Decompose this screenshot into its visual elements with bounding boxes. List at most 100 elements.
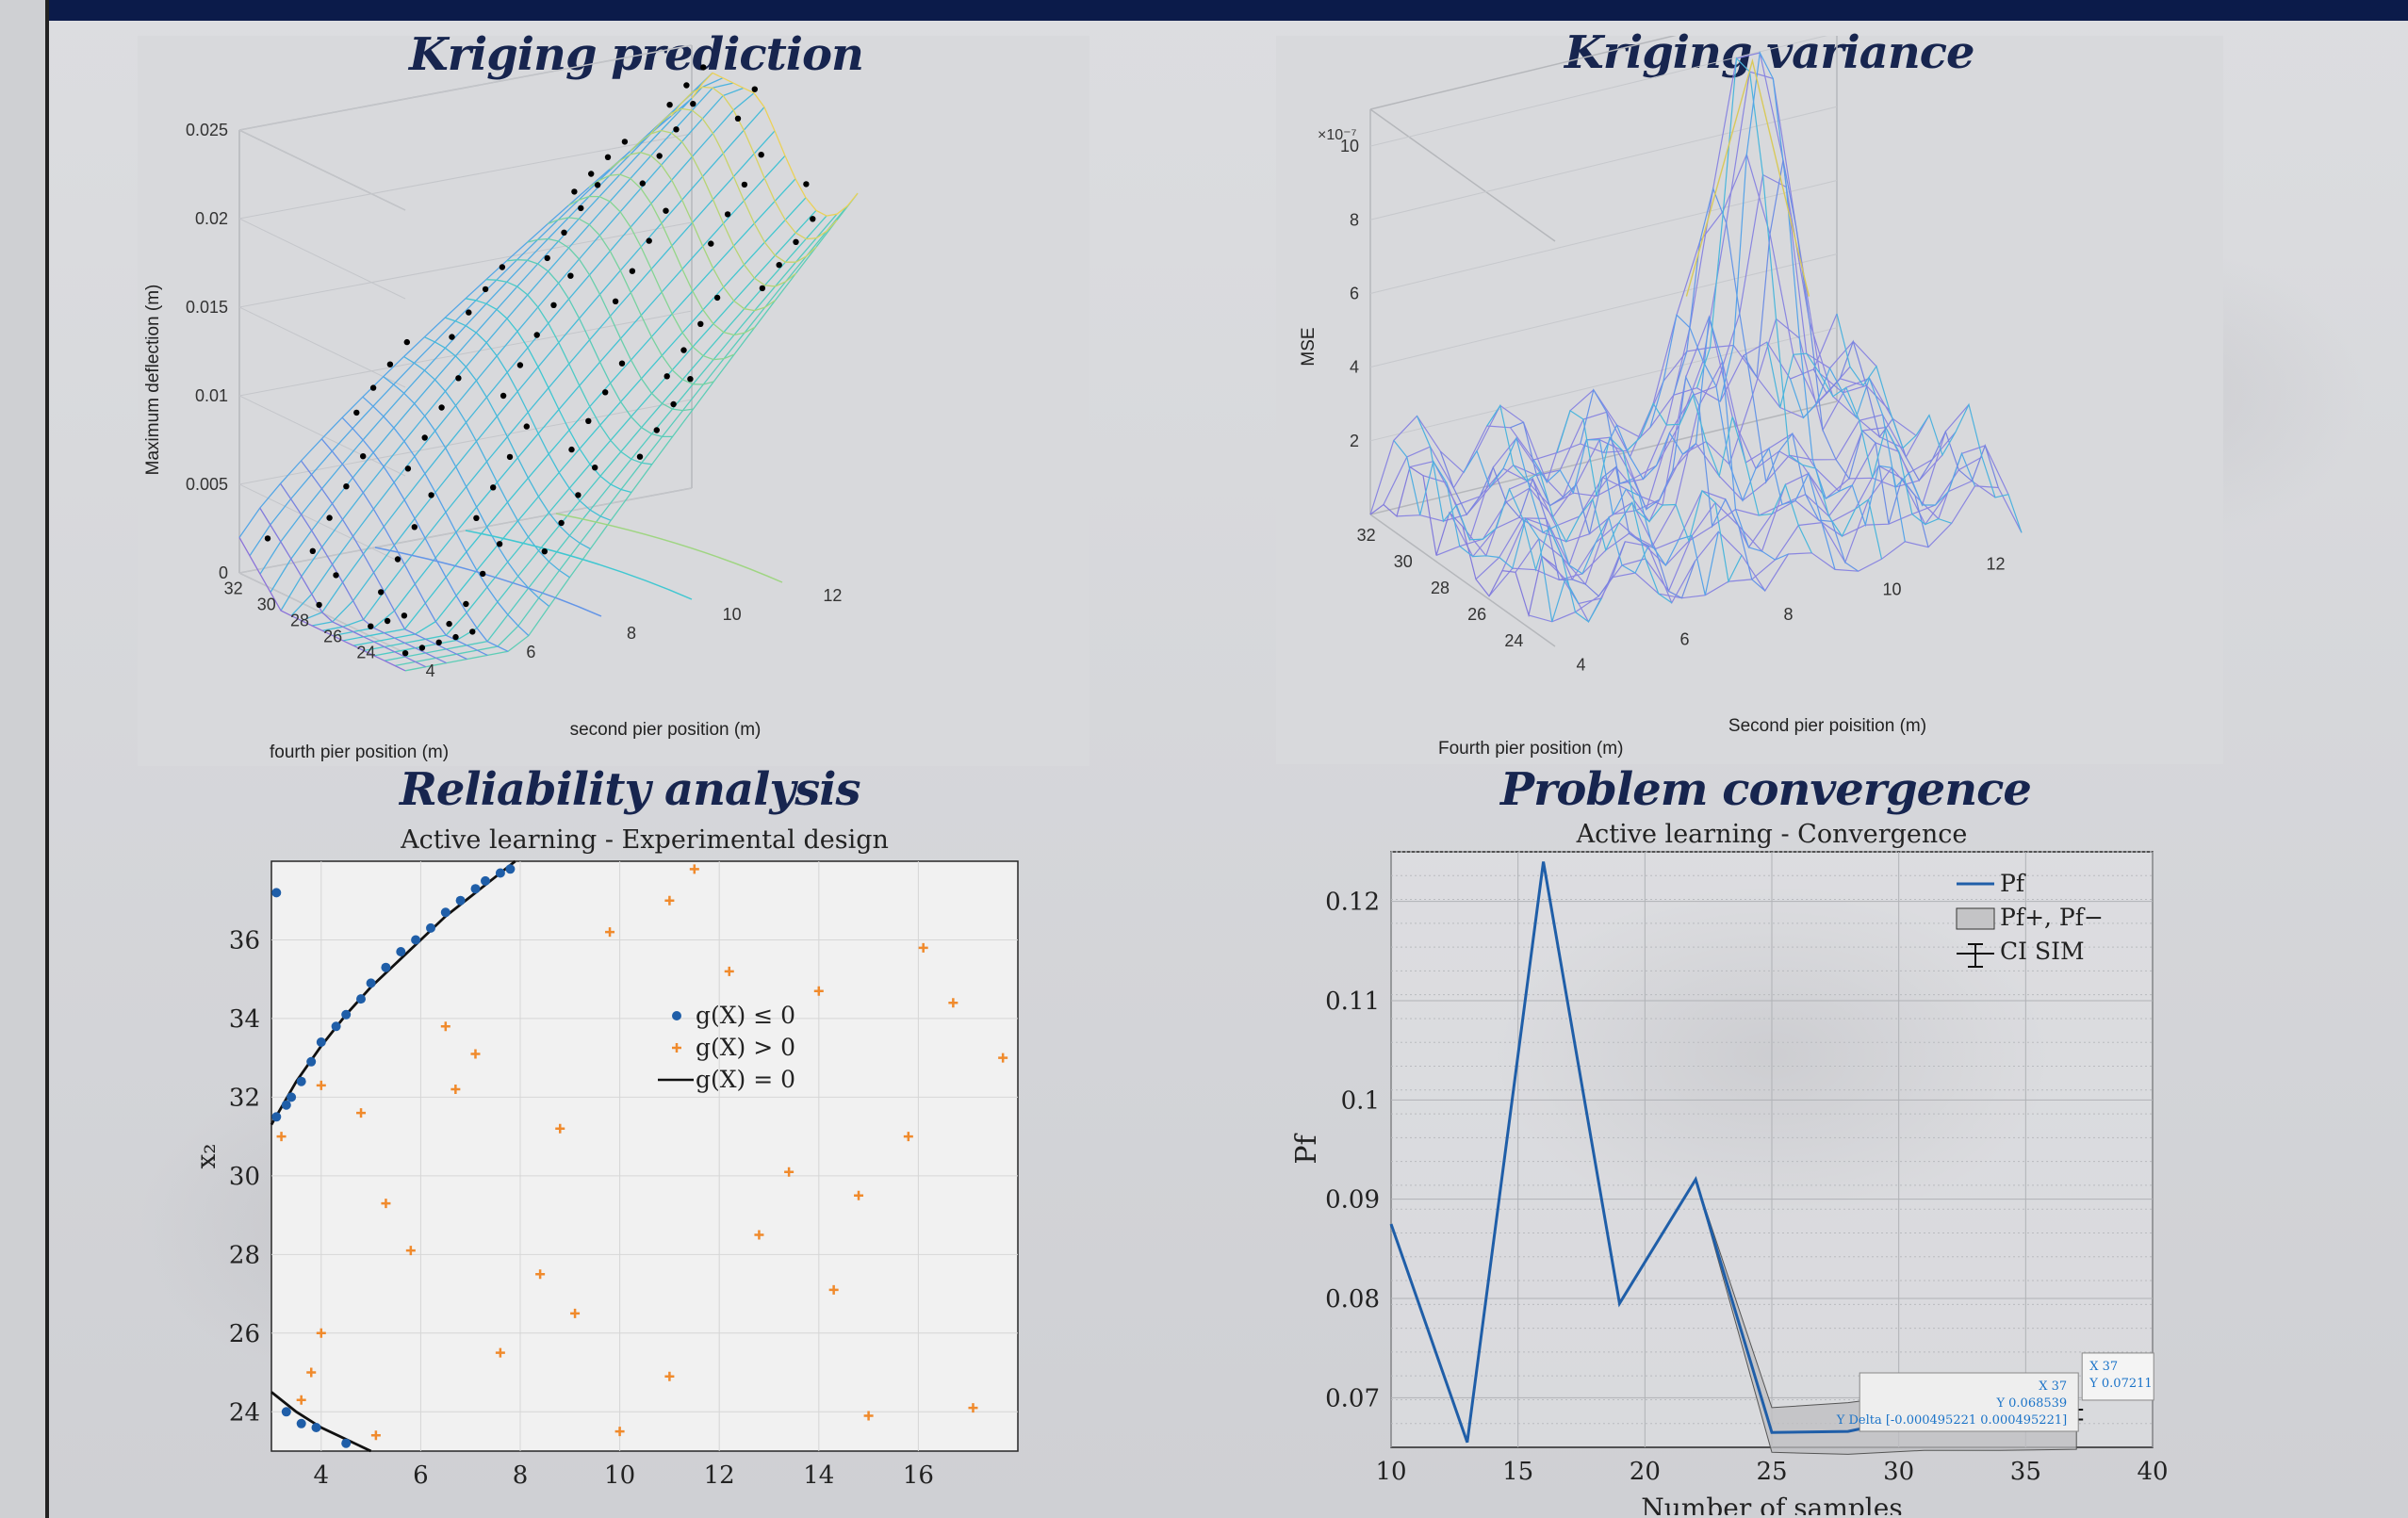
surface-mesh-line: [280, 482, 447, 664]
datatip-x: X 37: [2039, 1379, 2067, 1394]
floor-contour: [465, 530, 693, 600]
sample-point: [575, 492, 582, 498]
safe-point: [784, 1167, 794, 1177]
safe-point: [405, 1246, 416, 1256]
sample-point: [411, 524, 418, 530]
plot-area: [270, 860, 1019, 1452]
sample-point: [523, 423, 530, 430]
box-line: [1369, 400, 1838, 515]
z-tick-label: 0.025: [186, 121, 228, 139]
legend-label: g(X) ≤ 0: [696, 1002, 795, 1029]
safe-point: [296, 1395, 306, 1405]
y-tick-label: 26: [1467, 605, 1486, 624]
sample-point: [455, 375, 462, 382]
z-gridline: [1369, 106, 1838, 220]
sample-point: [446, 620, 452, 628]
y-tick-label: 26: [229, 1320, 260, 1348]
sample-point: [687, 376, 694, 383]
legend-marker-ci: [1957, 943, 1994, 968]
sample-point: [401, 650, 409, 657]
kriging-variance-title: Kriging variance: [1564, 26, 1974, 79]
z-gridline: [1369, 179, 1838, 294]
safe-point: [863, 1411, 874, 1421]
sample-point: [499, 264, 506, 270]
surface-mesh-line: [1463, 436, 1649, 575]
sample-point: [673, 126, 680, 133]
sample-point: [550, 302, 557, 308]
sample-point: [656, 153, 663, 159]
sample-point: [567, 272, 574, 279]
x-tick-label: 12: [1986, 555, 2005, 574]
sample-point: [636, 453, 644, 460]
x-axis-label: x₁: [631, 1494, 657, 1498]
sample-point: [724, 211, 731, 218]
sample-point: [578, 204, 584, 212]
sample-point: [463, 600, 469, 608]
x-tick-label: 4: [314, 1461, 330, 1490]
surface-mesh-line: [290, 87, 745, 616]
z-tick-label: 2: [1350, 432, 1359, 450]
failure-point: [381, 962, 391, 972]
safe-point: [903, 1132, 913, 1142]
surface-mesh-line: [1836, 313, 2023, 533]
surface-mesh-line: [567, 195, 735, 361]
z-gridline: [1369, 253, 1838, 368]
z-tick-label: 0.01: [195, 386, 228, 405]
x-tick-label: 6: [413, 1461, 429, 1490]
x-tick-label: 4: [1576, 655, 1585, 674]
z-tick-label: 0: [219, 563, 228, 582]
datatip-delta: Y Delta [-0.000495221 0.000495221]: [1836, 1413, 2067, 1428]
box-line: [1369, 36, 1677, 110]
sample-point: [803, 181, 810, 188]
z-tick-label: 4: [1350, 358, 1359, 377]
sample-point: [544, 254, 550, 262]
surface-mesh-line: [1439, 450, 1626, 597]
z-gridline: [238, 483, 406, 565]
kriging-prediction-chart: 0 0.005 0.01 0.015 0.02 0.025 4 6 8 10 12 24 26 28 30 3…: [143, 44, 859, 762]
z-gridline: [238, 221, 693, 308]
failure-point: [281, 1407, 291, 1417]
z-scale-label: ×10⁻⁷: [1318, 127, 1357, 143]
sample-point: [369, 384, 377, 391]
sample-point: [588, 171, 595, 177]
safe-point: [370, 1430, 381, 1441]
x-tick-label: 30: [1883, 1458, 1914, 1486]
sample-point: [326, 514, 333, 521]
datatip-box: [2081, 1352, 2154, 1401]
surface-mesh-line: [527, 237, 694, 412]
z-gridline: [238, 395, 406, 477]
safe-point: [664, 895, 675, 906]
z-tick-label: 0.005: [186, 475, 228, 494]
surface-mesh-line: [373, 215, 827, 657]
safe-point: [968, 1403, 978, 1413]
y-tick-label: 32: [229, 1084, 260, 1112]
y-tick-label: 0.12: [1325, 889, 1380, 917]
convergence-line-chart: 10 15 20 25 30 35 40 0.07 0.08 0.09 0.1 0.11 0.12 Act…: [1290, 820, 2169, 1515]
sample-point: [646, 237, 652, 244]
y-tick-label: 0.11: [1325, 988, 1380, 1016]
sample-point: [653, 427, 660, 433]
surface-mesh-line: [588, 173, 756, 336]
surface-mesh-line: [1449, 318, 1917, 558]
safe-point: [998, 1053, 1008, 1063]
x-tick-label: 35: [2010, 1458, 2041, 1486]
box-line: [1369, 108, 1556, 242]
surface-mesh-line: [1695, 57, 1883, 560]
safe-point: [535, 1269, 546, 1280]
failure-point: [341, 1438, 352, 1448]
sample-point: [541, 548, 548, 555]
reliability-analysis-title: Reliability analysis: [400, 763, 861, 816]
surface-mesh-line: [1649, 314, 1836, 570]
y-tick-label: 24: [229, 1398, 260, 1427]
sample-point: [697, 320, 704, 327]
sample-point: [666, 102, 673, 108]
safe-point: [316, 1080, 326, 1090]
sample-point: [585, 417, 592, 424]
surface-mesh-line: [1789, 367, 1976, 506]
y-tick-label: 36: [229, 926, 260, 955]
legend-label: CI SIM: [2000, 938, 2085, 965]
sample-point: [421, 434, 428, 441]
left-edge: [0, 0, 49, 1518]
sample-point: [506, 453, 514, 461]
